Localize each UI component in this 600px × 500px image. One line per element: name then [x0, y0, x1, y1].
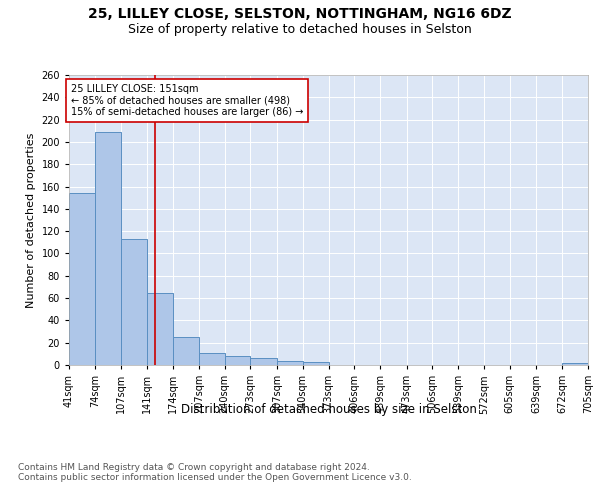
Bar — [562, 363, 588, 365]
Bar — [303, 362, 329, 365]
Text: 25 LILLEY CLOSE: 151sqm
← 85% of detached houses are smaller (498)
15% of semi-d: 25 LILLEY CLOSE: 151sqm ← 85% of detache… — [71, 84, 303, 117]
Bar — [121, 239, 147, 365]
Bar — [173, 337, 199, 365]
Text: Distribution of detached houses by size in Selston: Distribution of detached houses by size … — [181, 402, 477, 415]
Bar — [277, 360, 303, 365]
Bar — [250, 358, 277, 365]
Bar — [147, 292, 173, 365]
Text: Contains HM Land Registry data © Crown copyright and database right 2024.
Contai: Contains HM Land Registry data © Crown c… — [18, 462, 412, 482]
Bar — [224, 356, 250, 365]
Y-axis label: Number of detached properties: Number of detached properties — [26, 132, 36, 308]
Text: Size of property relative to detached houses in Selston: Size of property relative to detached ho… — [128, 22, 472, 36]
Bar — [95, 132, 121, 365]
Bar — [199, 352, 224, 365]
Text: 25, LILLEY CLOSE, SELSTON, NOTTINGHAM, NG16 6DZ: 25, LILLEY CLOSE, SELSTON, NOTTINGHAM, N… — [88, 8, 512, 22]
Bar — [69, 193, 95, 365]
